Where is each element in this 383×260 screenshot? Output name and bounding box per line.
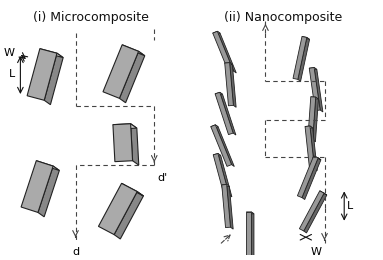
Text: L: L: [9, 69, 15, 80]
Polygon shape: [227, 185, 233, 229]
Polygon shape: [310, 126, 317, 171]
Polygon shape: [304, 193, 327, 233]
Polygon shape: [220, 92, 236, 135]
Text: (i) Microcomposite: (i) Microcomposite: [33, 11, 149, 24]
Polygon shape: [122, 45, 145, 56]
Text: d': d': [157, 173, 167, 183]
Polygon shape: [308, 97, 316, 140]
Polygon shape: [305, 126, 314, 169]
Polygon shape: [36, 161, 59, 171]
Text: d: d: [72, 247, 79, 257]
Polygon shape: [309, 68, 320, 111]
Polygon shape: [27, 49, 57, 100]
Text: (ii) Nanocomposite: (ii) Nanocomposite: [224, 11, 342, 24]
Polygon shape: [213, 153, 229, 196]
Polygon shape: [98, 183, 137, 235]
Polygon shape: [297, 156, 318, 198]
Polygon shape: [215, 92, 223, 96]
Polygon shape: [230, 63, 236, 107]
Polygon shape: [298, 37, 309, 81]
Polygon shape: [131, 124, 139, 165]
Polygon shape: [44, 53, 63, 105]
Polygon shape: [222, 185, 229, 187]
Text: W: W: [310, 247, 321, 257]
Polygon shape: [218, 153, 232, 197]
Polygon shape: [213, 153, 221, 157]
Text: L: L: [347, 201, 354, 211]
Polygon shape: [103, 45, 139, 98]
Polygon shape: [225, 63, 232, 65]
Polygon shape: [302, 158, 321, 199]
Polygon shape: [302, 36, 309, 40]
Polygon shape: [211, 125, 232, 166]
Polygon shape: [213, 31, 220, 35]
Polygon shape: [314, 68, 323, 112]
Polygon shape: [215, 92, 233, 135]
Polygon shape: [38, 166, 59, 217]
Polygon shape: [217, 31, 236, 73]
Polygon shape: [314, 156, 321, 160]
Polygon shape: [311, 97, 318, 99]
Polygon shape: [215, 125, 234, 167]
Polygon shape: [300, 191, 324, 231]
Polygon shape: [225, 63, 233, 106]
Polygon shape: [211, 125, 218, 129]
Polygon shape: [113, 124, 133, 162]
Polygon shape: [251, 212, 254, 257]
Polygon shape: [121, 183, 143, 196]
Polygon shape: [246, 212, 251, 255]
Polygon shape: [40, 49, 63, 58]
Polygon shape: [246, 212, 254, 214]
Polygon shape: [213, 31, 234, 73]
Polygon shape: [222, 185, 231, 228]
Polygon shape: [313, 97, 318, 142]
Polygon shape: [293, 36, 307, 79]
Polygon shape: [309, 68, 317, 70]
Text: W: W: [3, 48, 15, 58]
Polygon shape: [21, 161, 53, 212]
Polygon shape: [114, 192, 143, 239]
Polygon shape: [305, 126, 313, 128]
Polygon shape: [113, 124, 137, 129]
Polygon shape: [119, 51, 145, 103]
Polygon shape: [320, 191, 327, 195]
